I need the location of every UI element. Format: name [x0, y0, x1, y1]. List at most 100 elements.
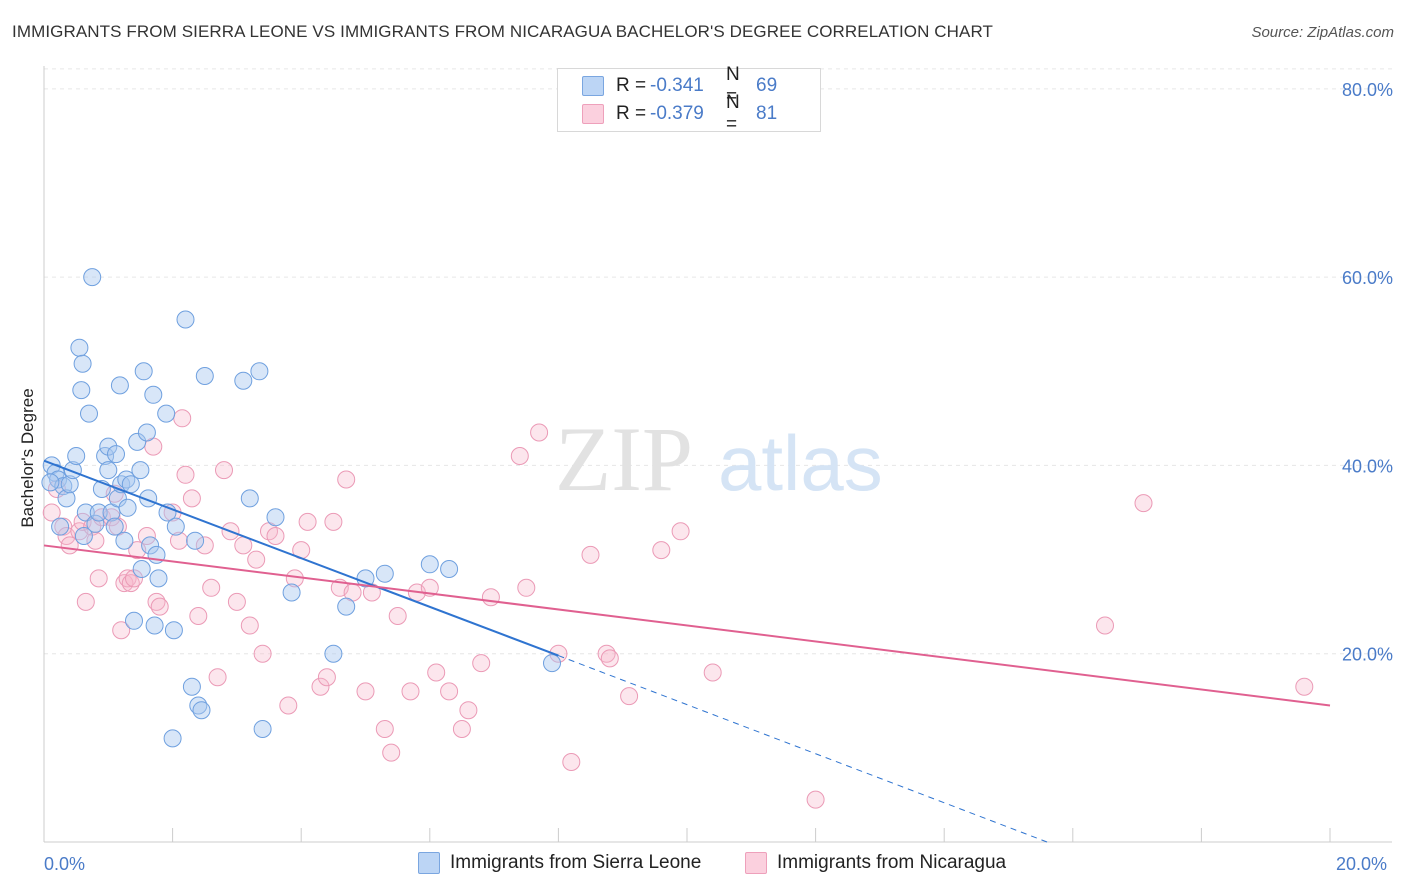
- nicaragua-point: [115, 574, 134, 593]
- sierra-leone-legend-swatch: [418, 852, 440, 874]
- n-value: 81: [756, 103, 778, 124]
- sierra-leone-point: [234, 371, 253, 390]
- sierra-leone-trend-extension: [558, 655, 1048, 843]
- sierra-leone-point: [132, 560, 151, 578]
- nicaragua-point: [227, 592, 246, 611]
- sierra-leone-point: [73, 354, 92, 373]
- sierra-leone-point: [324, 644, 343, 663]
- nicaragua-point: [279, 696, 298, 715]
- nicaragua-point: [530, 423, 549, 442]
- sierra-leone-point: [108, 489, 127, 508]
- series-nicaragua-points: [42, 409, 1314, 809]
- nicaragua-point: [375, 720, 394, 738]
- watermark: ZIP atlas: [555, 408, 883, 510]
- nicaragua-point: [247, 550, 266, 569]
- sierra-leone-point: [96, 447, 115, 465]
- nicaragua-point: [562, 753, 581, 771]
- sierra-leone-point: [74, 527, 93, 545]
- sierra-leone-point: [440, 560, 459, 578]
- y-tick-label: 20.0%: [1342, 645, 1393, 665]
- nicaragua-point: [459, 701, 478, 720]
- nicaragua-point: [89, 569, 108, 588]
- nicaragua-point: [401, 682, 420, 701]
- sierra-leone-point: [99, 437, 118, 456]
- nicaragua-point: [652, 541, 671, 560]
- stats-legend: R = -0.341 N = 69 R = -0.379 N = 81: [557, 64, 821, 135]
- sierra-leone-point: [195, 367, 214, 385]
- r-label: R =: [616, 75, 647, 96]
- nicaragua-point: [137, 527, 156, 545]
- nicaragua-point: [382, 743, 401, 762]
- nicaragua-point: [173, 409, 192, 428]
- n-label: N =: [726, 64, 740, 107]
- sierra-leone-point: [186, 531, 205, 550]
- nicaragua-point: [170, 531, 188, 550]
- nicaragua-point: [147, 592, 166, 611]
- sierra-leone-point: [118, 498, 137, 517]
- legend-item-sierra-leone: Immigrants from Sierra Leone: [418, 852, 701, 874]
- sierra-leone-point: [60, 475, 79, 494]
- sierra-leone-point: [182, 677, 201, 696]
- gridlines: [44, 68, 1392, 655]
- nicaragua-legend-swatch: [745, 852, 767, 874]
- sierra-leone-point: [141, 536, 160, 555]
- n-label: N =: [726, 92, 740, 135]
- nicaragua-point: [1295, 677, 1314, 696]
- sierra-leone-point: [250, 362, 269, 381]
- sierra-leone-point: [144, 385, 163, 404]
- nicaragua-point: [324, 512, 343, 531]
- nicaragua-point: [182, 489, 201, 508]
- sierra-leone-point: [145, 616, 164, 635]
- nicaragua-point: [266, 527, 285, 545]
- nicaragua-point: [311, 677, 330, 696]
- sierra-leone-point: [375, 564, 394, 583]
- y-tick-label: 60.0%: [1342, 268, 1393, 288]
- sierra-leone-point: [83, 268, 102, 287]
- nicaragua-point: [112, 621, 131, 640]
- x-tick-label-max: 20.0%: [1336, 854, 1387, 874]
- sierra-leone-point: [67, 447, 86, 465]
- series-legend: Immigrants from Sierra Leone Immigrants …: [0, 852, 1406, 878]
- sierra-leone-point: [420, 555, 439, 574]
- nicaragua-point: [703, 663, 722, 682]
- nicaragua-point: [472, 654, 491, 673]
- sierra-leone-point: [163, 729, 182, 748]
- nicaragua-point: [118, 569, 137, 588]
- nicaragua-point: [427, 663, 446, 682]
- sierra-leone-point: [282, 583, 301, 602]
- sierra-leone-point: [51, 517, 70, 536]
- r-label: R =: [616, 103, 647, 124]
- sierra-leone-point: [110, 376, 129, 395]
- legend-label-nicaragua: Immigrants from Nicaragua: [777, 852, 1007, 873]
- sierra-leone-point: [149, 569, 168, 588]
- chart-title: IMMIGRANTS FROM SIERRA LEONE VS IMMIGRAN…: [12, 22, 994, 41]
- sierra-leone-point: [80, 404, 98, 423]
- nicaragua-point: [517, 578, 536, 597]
- sierra-leone-point: [192, 701, 211, 720]
- nicaragua-point: [440, 682, 459, 701]
- nicaragua-point: [240, 616, 259, 635]
- nicaragua-point: [150, 597, 169, 616]
- nicaragua-point: [215, 461, 233, 480]
- sierra-leone-point: [266, 508, 285, 527]
- r-value: -0.379: [650, 103, 704, 124]
- nicaragua-point: [388, 607, 407, 625]
- sierra-leone-point: [337, 597, 356, 616]
- sierra-leone-point: [70, 338, 89, 357]
- nicaragua-point: [42, 503, 61, 522]
- nicaragua-trend-line: [43, 544, 1331, 707]
- nicaragua-point: [600, 649, 619, 668]
- nicaragua-point: [189, 607, 208, 625]
- sierra-leone-point: [131, 461, 150, 480]
- sierra-leone-point: [253, 720, 272, 738]
- sierra-leone-point: [63, 461, 82, 480]
- sierra-leone-point: [137, 423, 156, 442]
- sierra-leone-point: [125, 611, 143, 630]
- nicaragua-point: [452, 720, 471, 738]
- nicaragua-point: [806, 790, 825, 809]
- sierra-leone-point: [543, 654, 561, 673]
- series-sierra-leone-points: [41, 268, 561, 748]
- sierra-leone-point: [99, 461, 118, 480]
- nicaragua-point: [481, 588, 500, 607]
- legend-label-sierra-leone: Immigrants from Sierra Leone: [450, 852, 702, 873]
